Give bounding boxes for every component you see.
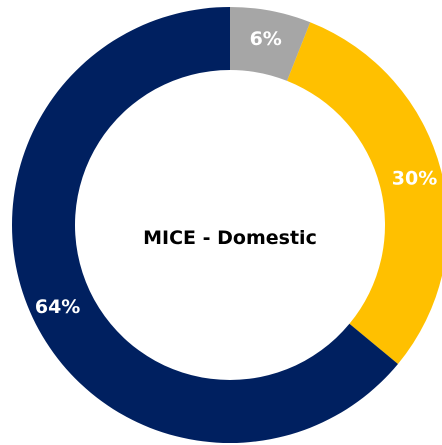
slice-label-2: 30% <box>392 168 437 190</box>
slice-labels: 6% 30% 64% <box>35 28 437 318</box>
donut-slice-1 <box>230 7 311 81</box>
donut-slice-3 <box>11 7 398 444</box>
slice-label-1: 6% <box>250 28 282 50</box>
slice-label-3: 64% <box>35 296 80 318</box>
center-label: MICE - Domestic <box>143 227 317 249</box>
donut-slice-2 <box>287 22 442 364</box>
donut-slices <box>11 7 442 444</box>
